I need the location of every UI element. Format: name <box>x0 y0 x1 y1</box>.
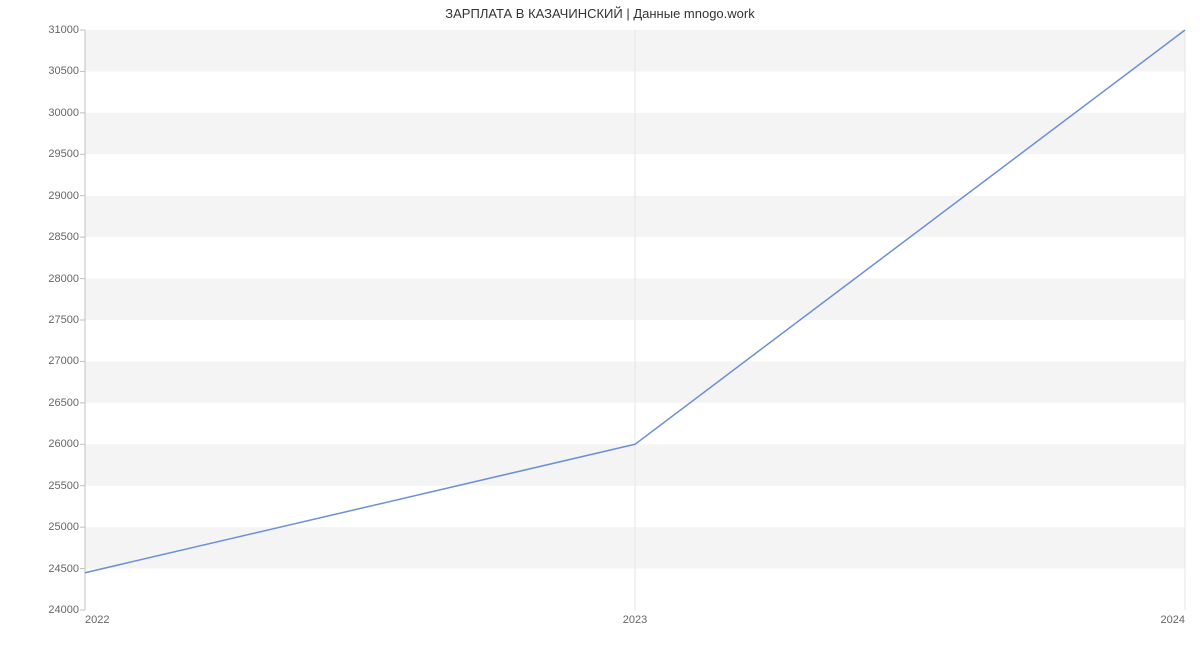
y-tick-label: 28500 <box>0 231 79 243</box>
x-tick-label: 2024 <box>1161 614 1185 626</box>
y-tick-label: 26000 <box>0 438 79 450</box>
y-tick-label: 29000 <box>0 190 79 202</box>
y-axis-labels: 2400024500250002550026000265002700027500… <box>0 30 85 610</box>
plot-area: 2400024500250002550026000265002700027500… <box>85 30 1185 610</box>
y-tick-label: 30500 <box>0 65 79 77</box>
chart-title: ЗАРПЛАТА В КАЗАЧИНСКИЙ | Данные mnogo.wo… <box>0 6 1200 21</box>
y-tick-label: 28000 <box>0 273 79 285</box>
y-tick-label: 24000 <box>0 604 79 616</box>
x-tick-label: 2023 <box>623 614 647 626</box>
y-tick-label: 27500 <box>0 314 79 326</box>
y-tick-label: 30000 <box>0 107 79 119</box>
y-tick-label: 25500 <box>0 480 79 492</box>
x-tick-label: 2022 <box>85 614 109 626</box>
y-tick-label: 26500 <box>0 397 79 409</box>
x-axis-labels: 2022 2023 2024 <box>85 610 1185 640</box>
y-tick-label: 27000 <box>0 355 79 367</box>
y-tick-label: 29500 <box>0 148 79 160</box>
y-tick-label: 31000 <box>0 24 79 36</box>
chart-svg <box>85 30 1185 610</box>
salary-line-chart: ЗАРПЛАТА В КАЗАЧИНСКИЙ | Данные mnogo.wo… <box>0 0 1200 650</box>
y-tick-label: 25000 <box>0 521 79 533</box>
y-tick-label: 24500 <box>0 563 79 575</box>
